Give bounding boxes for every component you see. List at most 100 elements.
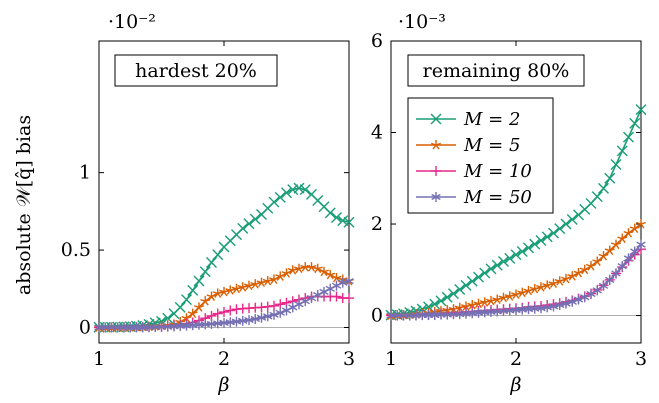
data-point (212, 308, 223, 319)
data-point (554, 276, 565, 286)
x-tick-label: 1 (93, 348, 105, 370)
data-point (473, 271, 484, 283)
data-point (331, 280, 342, 291)
data-point (269, 309, 279, 320)
data-point (504, 291, 515, 301)
data-point (473, 298, 484, 309)
data-point (617, 233, 628, 244)
data-point (529, 284, 540, 294)
y-tick-label: 0.5 (61, 239, 91, 261)
data-point (548, 227, 559, 239)
data-point (193, 275, 205, 287)
data-point (598, 182, 609, 194)
series-m=50 (94, 276, 354, 333)
data-point (262, 301, 273, 312)
data-point (567, 296, 577, 307)
data-point (491, 259, 503, 271)
data-point (331, 212, 342, 224)
data-point (319, 286, 329, 297)
legend-swatch-marker (431, 166, 441, 176)
data-point (516, 245, 528, 257)
data-point (313, 289, 323, 300)
data-point (498, 256, 509, 268)
x-axis-label-left: β (218, 374, 230, 396)
data-point (237, 282, 248, 292)
data-point (466, 275, 478, 287)
legend-label: M = 2 (463, 109, 520, 130)
data-point (281, 187, 292, 199)
data-point (250, 279, 261, 289)
x-tick-label: 3 (635, 348, 647, 370)
data-point (542, 280, 553, 290)
y-tick-label: 2 (371, 213, 383, 235)
scale-label-right: ·10⁻³ (398, 11, 446, 33)
data-point (344, 293, 354, 304)
series-line (99, 187, 350, 329)
chart-panel-hardest: ·10⁻² β 1 2 3 0 0.5 1 hardest 20% (61, 11, 355, 396)
data-point (231, 283, 242, 294)
data-point (219, 307, 229, 318)
data-point (523, 242, 534, 254)
y-tick-label: 4 (371, 122, 383, 144)
data-point (212, 249, 224, 261)
data-point (275, 307, 285, 318)
data-point (219, 286, 229, 297)
data-point (517, 287, 528, 298)
data-point (636, 219, 646, 229)
data-point (454, 283, 466, 295)
legend-label: M = 5 (463, 135, 520, 156)
legend-label: M = 10 (463, 161, 532, 182)
data-point (510, 249, 522, 261)
data-point (200, 296, 211, 306)
title-box-right (407, 54, 585, 87)
data-point (269, 274, 279, 284)
data-point (630, 246, 640, 257)
data-point (511, 289, 521, 299)
data-point (504, 252, 516, 264)
data-point (561, 298, 571, 309)
data-point (604, 245, 615, 256)
legend-swatch-marker (431, 140, 441, 150)
data-point (610, 159, 622, 171)
data-point (529, 238, 541, 250)
x-tick-label: 1 (385, 348, 397, 370)
data-point (555, 300, 565, 311)
data-point (250, 313, 260, 324)
data-point (187, 284, 199, 296)
panel-title-left: hardest 20% (135, 60, 257, 82)
data-point (244, 315, 254, 326)
data-point (616, 145, 628, 157)
data-point (485, 263, 497, 275)
data-point (206, 291, 217, 301)
series-line (390, 223, 642, 317)
data-point (467, 300, 478, 310)
data-point (567, 271, 578, 281)
data-point (174, 301, 186, 313)
data-point (199, 266, 211, 278)
panel-title-right: remaining 80% (423, 60, 570, 82)
legend-box (407, 97, 554, 214)
data-point (523, 285, 534, 296)
data-point (441, 291, 453, 303)
legend-swatch-marker (430, 113, 442, 125)
data-point (429, 298, 441, 310)
data-point (206, 256, 217, 268)
y-tick-label: 6 (371, 30, 383, 52)
data-point (486, 295, 496, 306)
data-point (331, 272, 342, 283)
data-point (548, 301, 559, 312)
data-point (287, 184, 299, 196)
data-point (598, 280, 609, 291)
data-point (237, 222, 249, 234)
data-point (162, 312, 174, 324)
x-tick-label: 2 (218, 348, 230, 370)
data-point (325, 283, 335, 294)
data-point (337, 215, 349, 227)
data-point (275, 299, 286, 310)
data-point (225, 285, 236, 295)
data-point (256, 312, 267, 323)
data-point (269, 300, 279, 311)
data-point (611, 268, 621, 279)
